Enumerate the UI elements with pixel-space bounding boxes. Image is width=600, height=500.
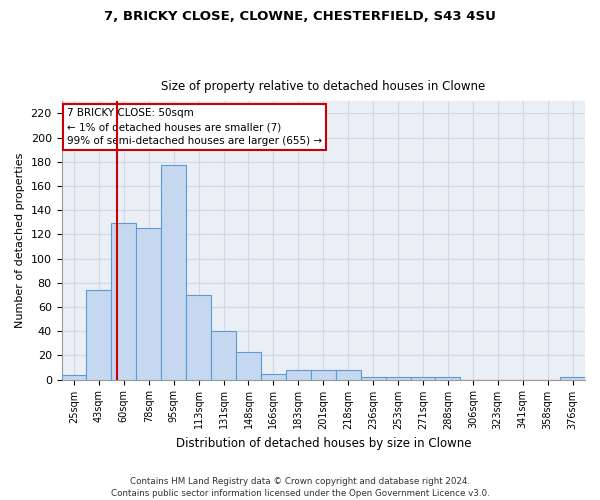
Bar — [136, 228, 161, 380]
Bar — [436, 377, 460, 380]
Y-axis label: Number of detached properties: Number of detached properties — [15, 152, 25, 328]
Bar — [211, 331, 236, 380]
Text: 7, BRICKY CLOSE, CLOWNE, CHESTERFIELD, S43 4SU: 7, BRICKY CLOSE, CLOWNE, CHESTERFIELD, S… — [104, 10, 496, 23]
Bar — [62, 374, 86, 380]
X-axis label: Distribution of detached houses by size in Clowne: Distribution of detached houses by size … — [176, 437, 471, 450]
Bar — [386, 377, 410, 380]
Bar — [161, 166, 186, 380]
Bar — [560, 377, 585, 380]
Bar — [236, 352, 261, 380]
Bar — [112, 224, 136, 380]
Bar — [186, 295, 211, 380]
Text: Contains HM Land Registry data © Crown copyright and database right 2024.
Contai: Contains HM Land Registry data © Crown c… — [110, 476, 490, 498]
Bar — [361, 377, 386, 380]
Bar — [410, 377, 436, 380]
Bar — [286, 370, 311, 380]
Bar — [336, 370, 361, 380]
Bar — [86, 290, 112, 380]
Bar — [311, 370, 336, 380]
Text: 7 BRICKY CLOSE: 50sqm
← 1% of detached houses are smaller (7)
99% of semi-detach: 7 BRICKY CLOSE: 50sqm ← 1% of detached h… — [67, 108, 322, 146]
Title: Size of property relative to detached houses in Clowne: Size of property relative to detached ho… — [161, 80, 485, 93]
Bar — [261, 374, 286, 380]
